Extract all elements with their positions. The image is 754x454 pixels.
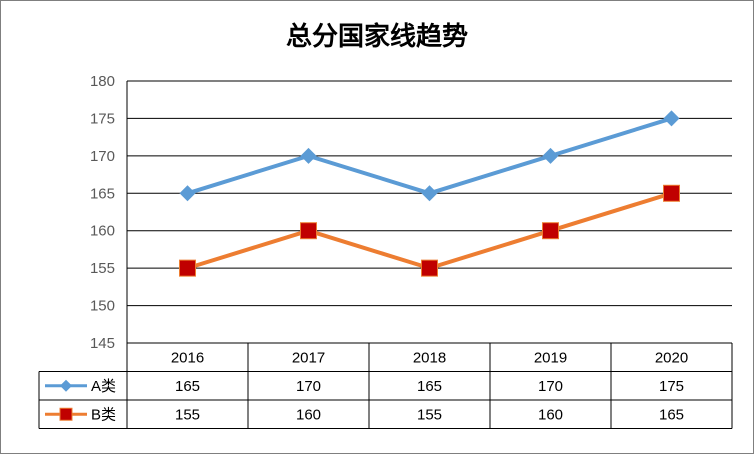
data-table-value: 160 xyxy=(296,406,321,423)
legend-label: A类 xyxy=(91,378,116,395)
y-tick-label: 160 xyxy=(90,223,115,240)
data-point-marker xyxy=(179,185,196,202)
legend-label: B类 xyxy=(91,406,116,423)
x-category-label: 2018 xyxy=(413,349,446,366)
series-2 xyxy=(179,184,680,277)
y-tick-label: 175 xyxy=(90,110,115,127)
y-tick-label: 165 xyxy=(90,185,115,202)
data-point-marker xyxy=(663,110,680,127)
x-category-label: 2016 xyxy=(171,349,204,366)
x-category-label: 2020 xyxy=(655,349,688,366)
data-point-marker xyxy=(60,379,72,392)
data-point-marker xyxy=(542,222,559,240)
data-point-marker xyxy=(663,184,680,202)
y-tick-label: 145 xyxy=(90,335,115,352)
series-layer xyxy=(179,110,680,277)
legend-key-1 xyxy=(45,379,87,392)
data-point-marker xyxy=(542,147,559,164)
y-axis-ticks: 145 150 155 160 165 170 175 180 xyxy=(90,73,115,352)
data-table: 2016 2017 2018 2019 2020 A类 165 170 165 170 175 B类 1… xyxy=(38,343,733,429)
grid-lines xyxy=(126,80,732,344)
y-tick-label: 180 xyxy=(90,73,115,90)
legend-key-2 xyxy=(45,407,87,421)
data-point-marker xyxy=(421,259,438,277)
data-point-marker xyxy=(421,185,438,202)
chart-title: 总分国家线趋势 xyxy=(286,21,468,52)
data-table-value: 165 xyxy=(417,378,442,395)
data-table-value: 175 xyxy=(659,378,684,395)
y-tick-label: 150 xyxy=(90,298,115,315)
data-point-marker xyxy=(59,407,73,421)
series-1 xyxy=(179,110,680,202)
y-tick-label: 155 xyxy=(90,260,115,277)
x-category-label: 2017 xyxy=(292,349,325,366)
data-point-marker xyxy=(300,222,317,240)
data-table-value: 170 xyxy=(538,378,563,395)
y-tick-label: 170 xyxy=(90,148,115,165)
data-table-value: 165 xyxy=(175,378,200,395)
data-table-value: 155 xyxy=(417,406,442,423)
data-table-value: 155 xyxy=(175,406,200,423)
x-category-label: 2019 xyxy=(534,349,567,366)
data-table-value: 160 xyxy=(538,406,563,423)
data-point-marker xyxy=(179,259,196,277)
data-point-marker xyxy=(300,147,317,164)
data-table-value: 170 xyxy=(296,378,321,395)
data-table-value: 165 xyxy=(659,406,684,423)
